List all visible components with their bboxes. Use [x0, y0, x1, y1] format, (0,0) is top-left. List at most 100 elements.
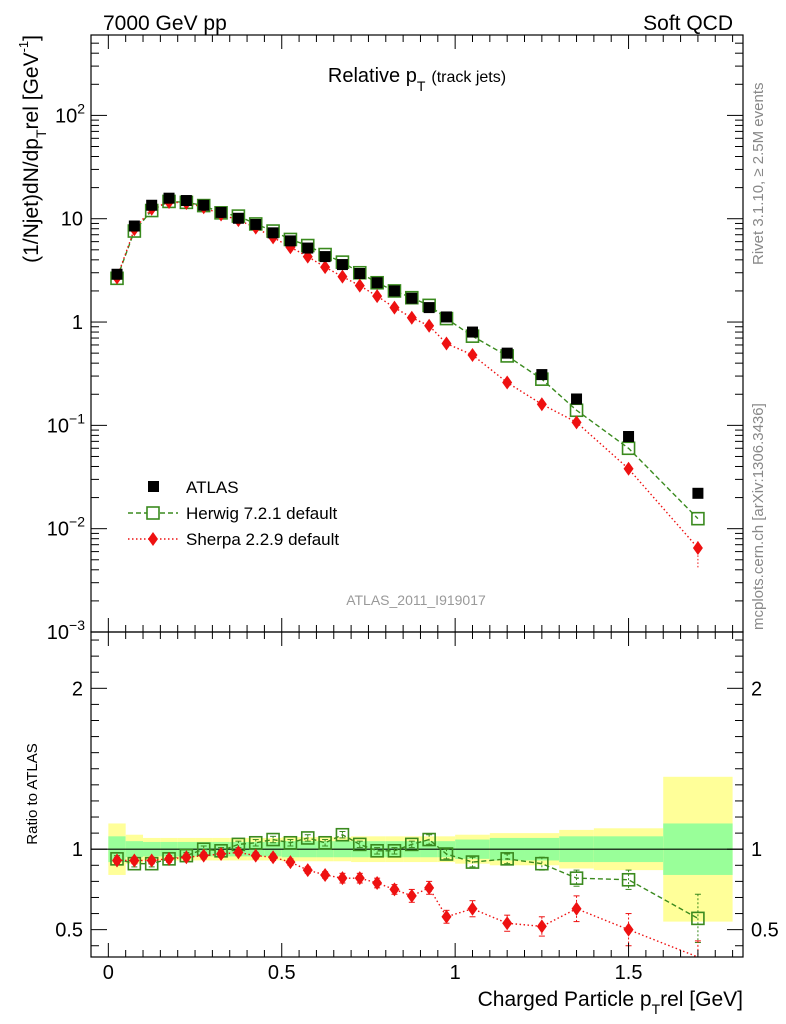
ratio-y-tick-label-right: 0.5: [751, 920, 779, 942]
main-point-atlas: [623, 431, 635, 443]
ratio-point-herwig: [621, 872, 636, 887]
main-point-atlas: [319, 251, 331, 263]
ratio-point-herwig: [691, 911, 705, 926]
x-tick-label: 0.5: [268, 962, 296, 984]
main-point-atlas: [284, 235, 296, 247]
main-point-sherpa: [441, 336, 452, 351]
header-right: Soft QCD: [643, 12, 733, 35]
main-point-atlas: [692, 487, 704, 499]
legend-entry-atlas: ATLAS: [148, 478, 239, 497]
ratio-point-herwig: [266, 832, 280, 847]
ratio-y-tick-label-left: 1: [72, 839, 83, 861]
main-point-atlas: [232, 212, 244, 224]
ratio-point-sherpa: [112, 853, 123, 868]
ratio-point-sherpa: [129, 853, 140, 868]
ratio-point-sherpa: [302, 863, 313, 878]
main-y-tick-label: 102: [55, 100, 85, 127]
legend-atlas-label: ATLAS: [186, 478, 239, 497]
main-point-herwig: [387, 284, 402, 298]
ratio-point-sherpa: [536, 919, 547, 934]
legend-sherpa-label: Sherpa 2.2.9 default: [186, 530, 339, 549]
x-axis-label: Charged Particle pTrel [GeV]: [478, 988, 743, 1017]
main-point-herwig: [370, 275, 384, 290]
mcplots-label: mcplots.cern.ch [arXiv:1306.3436]: [750, 403, 767, 630]
main-y-tick-label: 10−1: [47, 410, 85, 437]
main-point-sherpa: [502, 375, 513, 390]
main-point-sherpa: [623, 461, 634, 476]
ratio-point-sherpa: [337, 871, 348, 886]
main-point-atlas: [423, 302, 435, 314]
legend-entry-sherpa: Sherpa 2.2.9 default: [128, 530, 339, 549]
ratio-point-sherpa: [233, 845, 244, 860]
ratio-point-sherpa: [268, 850, 279, 865]
legend: ATLAS Herwig 7.2.1 default Sherpa 2.2.9 …: [128, 478, 339, 549]
main-point-atlas: [466, 326, 478, 338]
ratio-point-herwig: [335, 827, 350, 842]
main-point-sherpa: [467, 347, 478, 362]
main-point-atlas: [215, 206, 227, 218]
ratio-point-herwig: [500, 852, 514, 866]
rivet-label: Rivet 3.1.10, ≥ 2.5M events: [750, 83, 767, 266]
main-y-tick-label: 1: [72, 312, 83, 334]
legend-herwig-marker: [146, 506, 160, 520]
ratio-point-herwig: [352, 837, 367, 852]
main-point-atlas: [163, 192, 175, 204]
ratio-point-herwig: [422, 832, 436, 847]
main-point-atlas: [128, 220, 140, 232]
main-plot-panel: 10−3 10−2 10−1 1 10 102 Relative pT (track jet…: [16, 34, 744, 644]
main-point-sherpa: [337, 269, 348, 284]
main-point-herwig: [621, 441, 636, 456]
main-point-sherpa: [406, 310, 417, 325]
ratio-point-sherpa: [467, 901, 478, 916]
main-point-atlas: [571, 393, 583, 405]
main-point-atlas: [388, 285, 400, 297]
main-point-atlas: [354, 267, 366, 279]
ratio-y-axis-label: Ratio to ATLAS: [24, 743, 41, 844]
ratio-point-herwig: [370, 844, 384, 858]
ratio-plot-panel: 0.5 0.5 1 1 2 2 0 0.5 1 1.5 Ratio to ATLAS Charge…: [24, 631, 779, 1017]
ratio-point-sherpa: [354, 871, 365, 886]
legend-atlas-marker: [148, 481, 159, 492]
ratio-point-sherpa: [181, 850, 192, 865]
main-y-axis-label: (1/Njet)dN/dpTrel [GeV-1]: [16, 35, 49, 263]
ratio-point-sherpa: [146, 853, 157, 868]
ratio-y-tick-label-left: 2: [72, 678, 83, 700]
main-point-atlas: [406, 292, 418, 304]
ratio-plot-frame: [90, 631, 744, 958]
ratio-point-sherpa: [285, 855, 296, 870]
ratio-point-sherpa: [320, 867, 331, 882]
ratio-point-herwig: [387, 844, 402, 858]
ratio-point-sherpa: [250, 848, 261, 863]
ratio-point-herwig: [283, 835, 298, 850]
main-point-sherpa: [354, 278, 365, 293]
main-point-sherpa: [389, 300, 400, 315]
main-point-atlas: [198, 199, 210, 211]
main-line-herwig: [116, 200, 699, 520]
ratio-point-sherpa: [372, 875, 383, 890]
main-y-tick-label: 10−3: [47, 617, 85, 644]
main-point-atlas: [250, 218, 262, 230]
header-left: 7000 GeV pp: [103, 12, 227, 35]
plot-title: Relative pT (track jets): [328, 65, 506, 94]
main-y-tick-label: 10−2: [47, 514, 85, 541]
ratio-y-tick-label-right: 2: [751, 678, 762, 700]
main-point-sherpa: [536, 397, 547, 412]
ratio-point-herwig: [465, 855, 480, 869]
ratio-point-sherpa: [623, 922, 634, 937]
main-point-atlas: [146, 199, 158, 211]
x-tick-label: 0: [103, 962, 114, 984]
ratio-point-sherpa: [406, 888, 417, 903]
main-point-atlas: [302, 242, 314, 254]
analysis-id: ATLAS_2011_I919017: [346, 592, 486, 608]
main-point-sherpa: [424, 318, 435, 333]
x-tick-label: 1: [450, 962, 461, 984]
main-point-sherpa: [571, 415, 582, 430]
ratio-point-herwig: [535, 856, 549, 871]
ratio-point-herwig: [300, 831, 315, 845]
ratio-point-sherpa: [424, 880, 435, 895]
main-point-atlas: [536, 369, 548, 381]
ratio-point-sherpa: [198, 848, 209, 863]
ratio-point-herwig: [569, 871, 584, 885]
ratio-point-sherpa: [441, 909, 452, 924]
